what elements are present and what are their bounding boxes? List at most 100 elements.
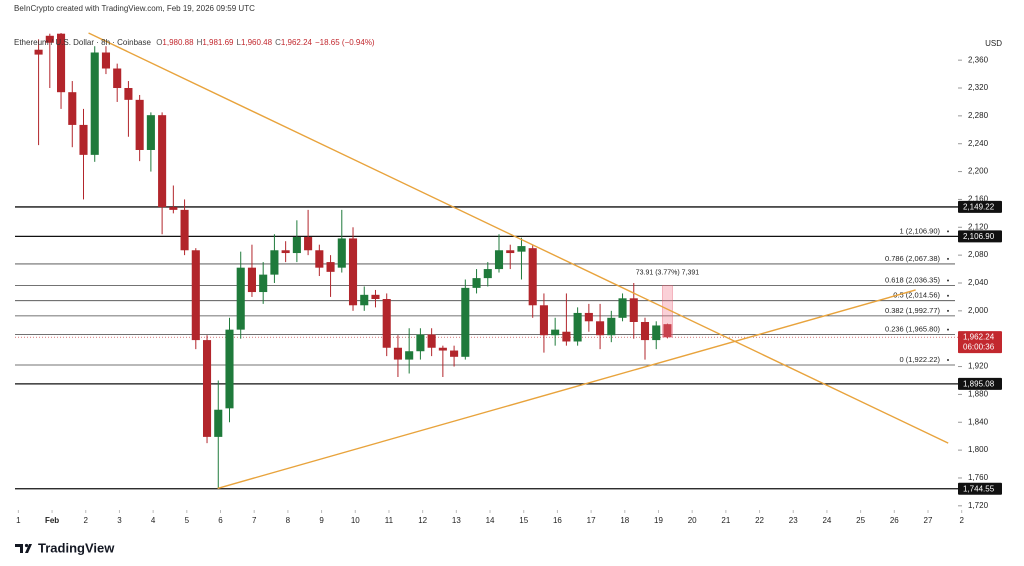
x-tick-label: Feb xyxy=(45,516,59,525)
x-tick-label: 8 xyxy=(286,516,291,525)
candle-body xyxy=(506,250,515,254)
ohlc-key: L xyxy=(236,38,241,47)
y-tick-label: 1,800 xyxy=(968,445,989,454)
credit: BeInCrypto created with TradingView.com,… xyxy=(14,4,255,13)
candle-body xyxy=(180,209,189,251)
x-tick-label: 9 xyxy=(319,516,324,525)
fib-label: 0.786 (2,067.38) xyxy=(885,254,941,263)
y-tick-label: 1,720 xyxy=(968,501,989,510)
candle-body xyxy=(393,347,402,360)
fib-dot xyxy=(947,328,949,331)
x-tick-label: 3 xyxy=(117,516,122,525)
logo-text: TradingView xyxy=(38,540,115,555)
x-tick-label: 26 xyxy=(890,516,899,525)
y-tick-label: 2,280 xyxy=(968,111,989,120)
ohlc-key: O xyxy=(156,38,163,47)
x-tick-label: 5 xyxy=(185,516,190,525)
level-box xyxy=(958,482,1002,495)
y-tick-label: 2,320 xyxy=(968,83,989,92)
candle-body xyxy=(304,237,313,251)
logo-icon xyxy=(15,544,32,553)
trendline xyxy=(88,32,949,444)
level-box xyxy=(958,200,1002,213)
x-tick-label: 19 xyxy=(654,516,663,525)
level-box xyxy=(958,377,1002,390)
candle-body xyxy=(236,267,245,330)
candle-body xyxy=(68,92,77,125)
fib-dot xyxy=(947,294,949,297)
level-box-label: 2,149.22 xyxy=(963,203,995,212)
x-tick-label: 25 xyxy=(856,516,865,525)
measure-label: 73.91 (3.77%) 7,391 xyxy=(636,270,700,277)
candle-body xyxy=(584,312,593,322)
candle-body xyxy=(607,317,616,336)
candle-body xyxy=(34,49,43,55)
fib-dot xyxy=(947,279,949,282)
candle-body xyxy=(337,238,346,268)
x-tick-label: 13 xyxy=(452,516,461,525)
ohlc-value: 1,960.48 xyxy=(240,38,273,47)
candle-body xyxy=(483,269,492,279)
x-tick-label: 10 xyxy=(351,516,360,525)
y-tick-label: 2,240 xyxy=(968,139,989,148)
logo: TradingView xyxy=(15,540,115,555)
logo-dot xyxy=(24,543,29,548)
y-tick-label: 2,040 xyxy=(968,278,989,287)
axis-unit: USD xyxy=(985,39,1002,48)
y-tick-label: 2,360 xyxy=(968,55,989,64)
x-tick-label: 6 xyxy=(218,516,223,525)
y-tick-label: 1,920 xyxy=(968,362,989,371)
price-box-label: 1,962.24 xyxy=(963,333,995,342)
candle-body xyxy=(551,329,560,336)
fib-label: 1 (2,106.90) xyxy=(900,226,941,235)
candle-body xyxy=(259,274,268,293)
x-tick-label: 21 xyxy=(721,516,730,525)
x-tick-label: 14 xyxy=(486,516,495,525)
x-tick-label: 27 xyxy=(924,516,933,525)
candle-body xyxy=(539,305,548,336)
candle-body xyxy=(461,287,470,357)
candle-body xyxy=(629,298,638,322)
change: −18.65 (−0.94%) xyxy=(315,38,375,47)
ohlc-value: 1,962.24 xyxy=(280,38,312,47)
y-tick-label: 1,880 xyxy=(968,390,989,399)
ohlc-key: H xyxy=(196,38,203,47)
y-tick-label: 1,840 xyxy=(968,417,989,426)
candle-body xyxy=(450,350,459,357)
y-tick-label: 2,000 xyxy=(968,306,989,315)
candle-body xyxy=(247,267,256,293)
fib-dot xyxy=(947,359,949,362)
candle-body xyxy=(438,347,447,351)
candle-body xyxy=(528,248,537,306)
x-tick-label: 22 xyxy=(755,516,764,525)
candle-body xyxy=(416,334,425,352)
candle-body xyxy=(214,409,223,437)
candle-body xyxy=(281,250,290,254)
candle-body xyxy=(202,340,212,437)
candle-body xyxy=(124,88,133,100)
candle-body xyxy=(618,298,627,318)
level-box-label: 2,106.90 xyxy=(963,232,995,241)
fib-label: 0.5 (2,014.56) xyxy=(893,291,940,300)
candle-body xyxy=(427,334,436,348)
candle-body xyxy=(517,246,526,252)
x-tick-label: 24 xyxy=(822,516,831,525)
y-tick-label: 2,160 xyxy=(968,195,989,204)
candle-body xyxy=(494,250,504,270)
trendline xyxy=(217,289,916,490)
symbol: Ethereum / U.S. Dollar · 8h · Coinbase xyxy=(14,38,151,47)
level-box-label: 1,895.08 xyxy=(963,380,995,389)
price-box xyxy=(958,331,1002,354)
candle-body xyxy=(146,115,155,150)
y-tick-label: 2,080 xyxy=(968,250,989,259)
candle-body xyxy=(135,99,144,150)
x-tick-label: 16 xyxy=(553,516,562,525)
level-box xyxy=(958,230,1002,243)
candle-body xyxy=(596,321,605,336)
candle-body xyxy=(562,331,571,342)
symbol-line: Ethereum / U.S. Dollar · 8h · Coinbase O… xyxy=(14,38,378,47)
fib-dot xyxy=(947,230,949,233)
x-tick-label: 17 xyxy=(587,516,596,525)
